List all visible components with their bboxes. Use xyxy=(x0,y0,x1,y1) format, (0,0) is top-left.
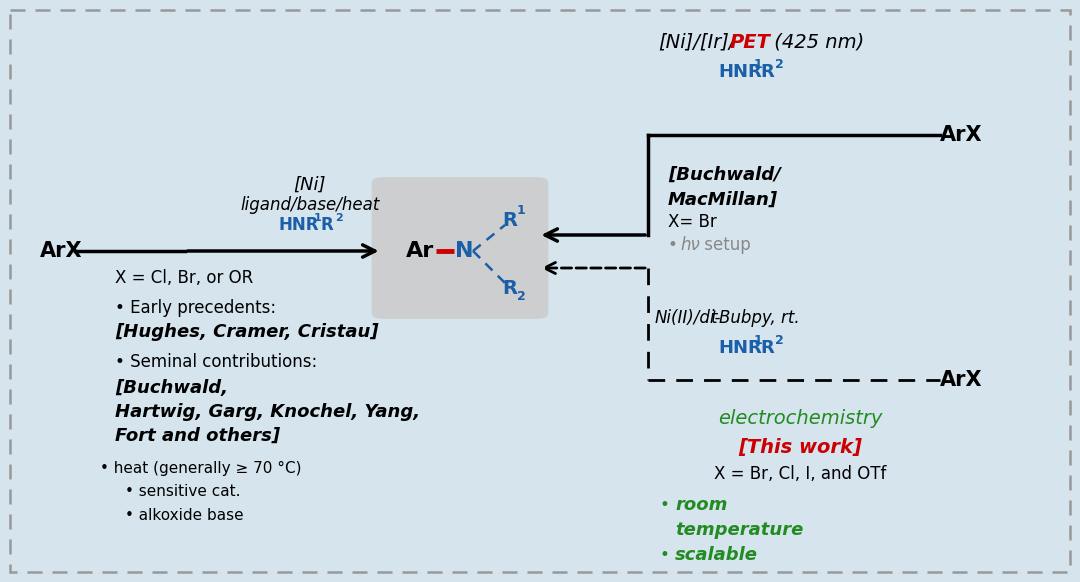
Text: X = Cl, Br, or OR: X = Cl, Br, or OR xyxy=(114,269,253,287)
Text: 1: 1 xyxy=(754,335,762,347)
Text: ArX: ArX xyxy=(940,370,983,390)
Text: R: R xyxy=(502,279,517,297)
Text: ArX: ArX xyxy=(940,125,983,145)
Text: [Ni]: [Ni] xyxy=(294,176,326,194)
Text: HNR: HNR xyxy=(718,339,761,357)
Text: •: • xyxy=(660,496,675,514)
Text: Ar: Ar xyxy=(406,241,434,261)
Text: •: • xyxy=(669,236,684,254)
Text: 1: 1 xyxy=(516,204,525,218)
Text: • sensitive cat.: • sensitive cat. xyxy=(125,484,241,499)
Text: t: t xyxy=(711,309,717,327)
Text: [This work]: [This work] xyxy=(738,438,862,456)
Text: [Hughes, Cramer, Cristau]: [Hughes, Cramer, Cristau] xyxy=(114,323,379,341)
Text: PET: PET xyxy=(730,33,771,51)
Text: 2: 2 xyxy=(335,213,342,223)
Text: X = Br, Cl, I, and OTf: X = Br, Cl, I, and OTf xyxy=(714,465,887,483)
Text: • alkoxide base: • alkoxide base xyxy=(125,509,244,523)
Text: N: N xyxy=(455,241,473,261)
FancyBboxPatch shape xyxy=(372,177,549,319)
Text: R: R xyxy=(760,339,773,357)
Text: R: R xyxy=(320,216,333,234)
Text: R: R xyxy=(760,63,773,81)
Text: Hartwig, Garg, Knochel, Yang,: Hartwig, Garg, Knochel, Yang, xyxy=(114,403,420,421)
Text: MacMillan]: MacMillan] xyxy=(669,191,778,209)
Text: 1: 1 xyxy=(754,59,762,72)
Text: (425 nm): (425 nm) xyxy=(768,33,864,51)
Text: [Ni]/[Ir]/: [Ni]/[Ir]/ xyxy=(658,33,735,51)
Text: HNR: HNR xyxy=(278,216,319,234)
Text: 2: 2 xyxy=(516,290,525,303)
Text: scalable: scalable xyxy=(675,546,758,564)
Text: temperature: temperature xyxy=(675,521,804,539)
Text: R: R xyxy=(502,211,517,229)
Text: Bubpy, rt.: Bubpy, rt. xyxy=(719,309,799,327)
Text: • Seminal contributions:: • Seminal contributions: xyxy=(114,353,318,371)
Text: room: room xyxy=(675,496,727,514)
Text: hν: hν xyxy=(680,236,700,254)
Text: • Early precedents:: • Early precedents: xyxy=(114,299,276,317)
Text: • heat (generally ≥ 70 °C): • heat (generally ≥ 70 °C) xyxy=(100,460,301,475)
Text: [Buchwald,: [Buchwald, xyxy=(114,379,228,397)
Text: HNR: HNR xyxy=(718,63,761,81)
Text: Fort and others]: Fort and others] xyxy=(114,427,280,445)
Text: ArX: ArX xyxy=(40,241,83,261)
Text: ligand/base/heat: ligand/base/heat xyxy=(241,196,380,214)
Text: 1: 1 xyxy=(314,213,322,223)
Text: setup: setup xyxy=(699,236,751,254)
Text: electrochemistry: electrochemistry xyxy=(718,409,882,428)
Text: 2: 2 xyxy=(775,335,784,347)
Text: •: • xyxy=(660,546,675,564)
Text: X= Br: X= Br xyxy=(669,213,717,231)
Text: Ni(II)/di-: Ni(II)/di- xyxy=(654,309,721,327)
Text: [Buchwald/: [Buchwald/ xyxy=(669,166,781,184)
Text: 2: 2 xyxy=(775,59,784,72)
